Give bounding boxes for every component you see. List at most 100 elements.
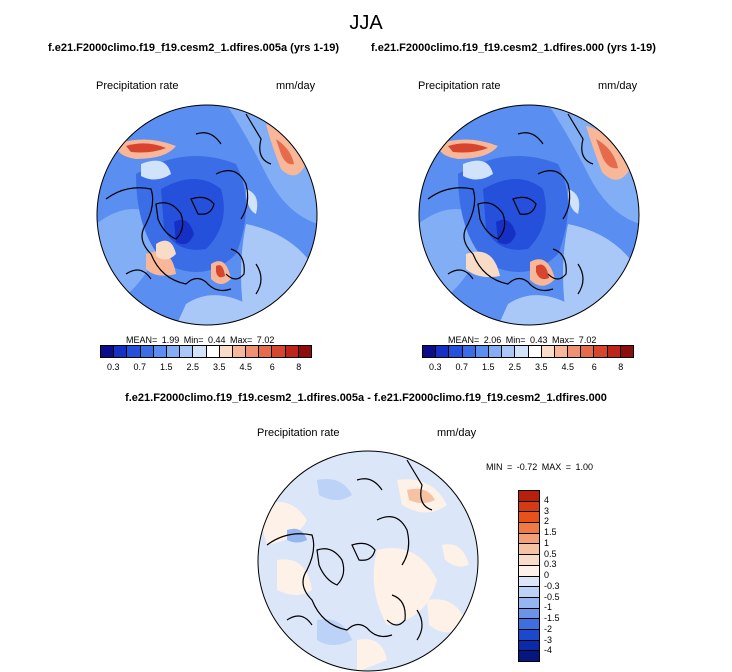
colorbar-tick-label: 3.5 — [212, 362, 226, 372]
colorbar-swatch — [140, 346, 154, 357]
panel2-polar-map — [418, 104, 640, 326]
colorbar-swatch — [519, 544, 539, 556]
colorbar-tick-label: 1.5 — [159, 362, 173, 372]
colorbar-tick-label: 6 — [269, 362, 275, 372]
panel1-units-label: mm/day — [276, 80, 316, 92]
diff-stats: MIN = -0.72 MAX = 1.00 — [486, 462, 594, 472]
colorbar-swatch — [272, 346, 286, 357]
colorbar-swatch — [519, 587, 539, 598]
diff-title: f.e21.F2000climo.f19_f19.cesm2_1.dfires.… — [125, 392, 607, 404]
colorbar-swatch — [607, 346, 621, 357]
colorbar-swatch — [475, 346, 489, 357]
colorbar-swatch — [519, 523, 539, 534]
colorbar-tick-label: 3.5 — [534, 362, 548, 372]
diff-polar-map — [257, 450, 479, 672]
panel2-case-title: f.e21.F2000climo.f19_f19.cesm2_1.dfires.… — [371, 42, 656, 54]
panel1-colorbar — [100, 345, 312, 358]
colorbar-swatch — [180, 346, 194, 357]
colorbar-swatch — [219, 346, 233, 357]
colorbar-swatch — [153, 346, 167, 357]
colorbar-swatch — [436, 346, 450, 357]
panel2-units-label: mm/day — [598, 80, 638, 92]
colorbar-swatch — [114, 346, 128, 357]
panel1-variable-label: Precipitation rate — [96, 80, 179, 92]
colorbar-tick-label: 2.5 — [186, 362, 199, 372]
colorbar-tick-label: 0.7 — [133, 362, 146, 372]
colorbar-tick-label: 2 — [544, 516, 550, 527]
colorbar-swatch — [232, 346, 247, 357]
colorbar-tick-label: -0.5 — [544, 591, 560, 602]
colorbar-swatch — [519, 576, 539, 588]
colorbar-swatch — [462, 346, 476, 357]
colorbar-tick-label: 8 — [618, 362, 624, 372]
colorbar-swatch — [259, 346, 273, 357]
diff-colorbar-ticks: 4 3 2 1.5 1 0.5 0.3 0 -0.3 -0.5 -1 -1.5 -2 -3 -4 — [544, 490, 584, 662]
colorbar-swatch — [423, 346, 437, 357]
colorbar-swatch — [519, 512, 539, 524]
colorbar-tick-label: -0.3 — [544, 580, 560, 591]
colorbar-swatch — [519, 533, 539, 545]
colorbar-swatch — [519, 555, 539, 566]
colorbar-swatch — [285, 346, 299, 357]
diff-variable-label: Precipitation rate — [257, 427, 340, 439]
panel2-colorbar-ticks: 0.3 0.7 1.5 2.5 3.5 4.5 6 8 — [422, 362, 634, 374]
panel2-stats: MEAN= 2.06 Min= 0.43 Max= 7.02 — [448, 335, 597, 345]
colorbar-swatch — [519, 629, 539, 641]
colorbar-swatch — [554, 346, 569, 357]
colorbar-tick-label: 0.3 — [428, 362, 442, 372]
colorbar-swatch — [502, 346, 516, 357]
colorbar-tick-label: 4.5 — [239, 362, 252, 372]
colorbar-swatch — [568, 346, 582, 357]
colorbar-tick-label: 1.5 — [481, 362, 495, 372]
panel1-colorbar-ticks: 0.3 0.7 1.5 2.5 3.5 4.5 6 8 — [100, 362, 312, 374]
colorbar-tick-label: 6 — [591, 362, 597, 372]
colorbar-tick-label: 0.3 — [106, 362, 120, 372]
colorbar-swatch — [519, 640, 539, 652]
colorbar-swatch — [166, 346, 181, 357]
colorbar-tick-label: 2.5 — [508, 362, 521, 372]
colorbar-tick-label: 0.5 — [544, 548, 557, 559]
colorbar-swatch — [101, 346, 115, 357]
colorbar-tick-label: 0.3 — [544, 559, 557, 570]
colorbar-swatch — [515, 346, 529, 357]
colorbar-swatch — [519, 651, 539, 661]
colorbar-swatch — [246, 346, 260, 357]
colorbar-swatch — [519, 565, 539, 577]
colorbar-swatch — [581, 346, 595, 357]
diff-colorbar — [518, 490, 540, 662]
colorbar-tick-label: 1 — [544, 537, 550, 548]
colorbar-swatch — [519, 619, 539, 630]
colorbar-tick-label: -2 — [544, 623, 553, 634]
colorbar-tick-label: -1 — [544, 602, 553, 613]
colorbar-swatch — [528, 346, 542, 357]
colorbar-tick-label: 1.5 — [544, 527, 557, 537]
colorbar-swatch — [206, 346, 220, 357]
colorbar-tick-label: 4 — [544, 494, 550, 505]
colorbar-tick-label: 3 — [544, 505, 550, 516]
colorbar-tick-label: -3 — [544, 634, 553, 645]
colorbar-swatch — [519, 501, 539, 513]
season-title: JJA — [349, 12, 383, 34]
colorbar-swatch — [519, 608, 539, 620]
colorbar-swatch — [298, 346, 311, 357]
colorbar-swatch — [193, 346, 207, 357]
colorbar-swatch — [488, 346, 503, 357]
colorbar-tick-label: 0 — [544, 570, 550, 580]
panel1-stats: MEAN= 1.99 Min= 0.44 Max= 7.02 — [126, 335, 275, 345]
colorbar-swatch — [519, 491, 539, 502]
colorbar-tick-label: 0.7 — [455, 362, 468, 372]
colorbar-swatch — [127, 346, 141, 357]
panel1-case-title: f.e21.F2000climo.f19_f19.cesm2_1.dfires.… — [48, 42, 340, 54]
colorbar-tick-label: 4.5 — [561, 362, 574, 372]
colorbar-swatch — [594, 346, 608, 357]
colorbar-swatch — [620, 346, 633, 357]
panel2-variable-label: Precipitation rate — [418, 80, 501, 92]
colorbar-swatch — [449, 346, 463, 357]
colorbar-tick-label: -1.5 — [544, 613, 560, 623]
panel1-polar-map — [96, 104, 318, 326]
diff-units-label: mm/day — [437, 427, 477, 439]
colorbar-swatch — [519, 597, 539, 609]
colorbar-swatch — [541, 346, 555, 357]
panel2-colorbar — [422, 345, 634, 358]
colorbar-tick-label: -4 — [544, 645, 553, 656]
